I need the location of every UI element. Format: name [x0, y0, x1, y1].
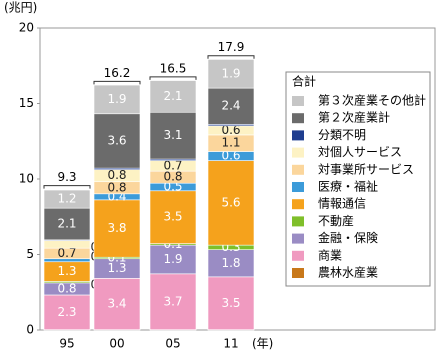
- data-label: 3.5: [163, 210, 182, 224]
- bar-segment: [44, 241, 90, 249]
- x-tick-label: 00: [109, 337, 124, 351]
- total-label: 16.5: [160, 61, 187, 75]
- total-bracket: [94, 81, 140, 84]
- legend-swatch: [292, 182, 304, 192]
- data-label: 1.9: [163, 252, 182, 266]
- legend-label: 医療・福祉: [318, 179, 378, 194]
- y-tick-label: 0: [26, 323, 34, 337]
- data-label: 1.9: [221, 66, 240, 80]
- total-bracket: [208, 56, 254, 59]
- total-label: 9.3: [57, 170, 76, 184]
- legend-label: 農林水産業: [318, 265, 378, 280]
- legend-label: 分類不明: [318, 128, 366, 142]
- legend-label: 対事業所サービス: [318, 162, 414, 176]
- legend-swatch: [292, 165, 304, 175]
- data-label: 1.8: [221, 256, 240, 270]
- data-label: 1.9: [107, 92, 126, 106]
- data-label: 1.2: [57, 192, 76, 206]
- total-label: 17.9: [218, 40, 245, 54]
- legend-swatch: [292, 268, 304, 278]
- data-label: 3.6: [107, 133, 126, 147]
- x-tick-label: 95: [59, 337, 74, 351]
- x-tick-label: 05: [165, 337, 180, 351]
- data-label: 0.8: [107, 180, 126, 194]
- legend-swatch: [292, 96, 304, 106]
- legend-label: 不動産: [318, 213, 354, 228]
- legend-swatch: [292, 251, 304, 261]
- data-label: 3.1: [163, 128, 182, 142]
- data-label: 0.8: [57, 281, 76, 295]
- data-label: 3.8: [107, 221, 126, 235]
- data-label: 2.3: [57, 305, 76, 319]
- y-tick-label: 10: [19, 172, 34, 186]
- legend-label: 第２次産業計: [318, 110, 390, 125]
- legend-swatch: [292, 216, 304, 226]
- legend-label: 第３次産業その他計: [318, 93, 426, 108]
- total-bracket: [150, 77, 196, 80]
- total-bracket: [44, 186, 90, 189]
- data-label: 3.4: [107, 297, 126, 311]
- x-tick-label: 11: [223, 337, 238, 351]
- data-label: 5.6: [221, 195, 240, 209]
- data-label: 2.4: [221, 99, 240, 113]
- y-tick-label: 15: [19, 96, 34, 110]
- legend-label: 対個人サービス: [318, 145, 402, 159]
- legend-label: 商業: [318, 247, 342, 262]
- data-label: 2.1: [163, 89, 182, 103]
- legend-label: 金融・保険: [318, 230, 378, 245]
- data-label: 2.1: [57, 216, 76, 230]
- x-axis-label: (年): [252, 337, 273, 351]
- data-label: 3.5: [221, 296, 240, 310]
- legend-swatch: [292, 130, 304, 140]
- data-label: 1.3: [57, 264, 76, 278]
- data-label: 1.1: [221, 136, 240, 150]
- legend-swatch: [292, 199, 304, 209]
- legend-label: 情報通信: [318, 197, 366, 211]
- legend-title: 合計: [292, 74, 316, 89]
- y-tick-label: 5: [26, 247, 34, 261]
- y-tick-label: 20: [19, 21, 34, 35]
- total-label: 16.2: [104, 66, 131, 80]
- legend-swatch: [292, 113, 304, 123]
- data-label: 0.8: [107, 168, 126, 182]
- legend-swatch: [292, 148, 304, 158]
- data-label: 3.7: [163, 294, 182, 308]
- legend-swatch: [292, 234, 304, 244]
- y-axis-label: (兆円): [4, 1, 37, 15]
